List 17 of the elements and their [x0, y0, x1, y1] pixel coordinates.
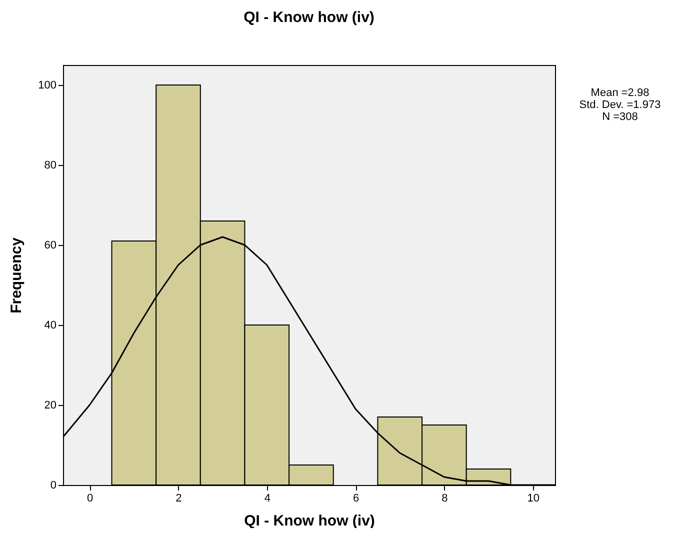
x-tick-label: 4	[264, 492, 270, 504]
y-tick-label: 60	[44, 240, 56, 252]
text: N =308	[602, 111, 638, 123]
y-tick-label: 100	[38, 80, 56, 92]
y-tick-label: 80	[44, 160, 56, 172]
y-axis-title: Frequency	[8, 236, 26, 314]
x-tick-label: 2	[176, 492, 182, 504]
x-tick-label: 0	[87, 492, 94, 504]
x-tick-label: 10	[527, 492, 540, 504]
text: Std. Dev. =1.973	[579, 99, 661, 111]
y-tick-label: 40	[44, 320, 56, 332]
text: Mean =2.98	[590, 87, 650, 99]
x-tick-label: 8	[442, 492, 448, 504]
chart-title: QI - Know how (iv)	[244, 9, 374, 26]
x-tick-label: 6	[352, 492, 360, 504]
y-tick-label: 20	[44, 400, 56, 412]
y-tick-label: 0	[50, 480, 56, 492]
